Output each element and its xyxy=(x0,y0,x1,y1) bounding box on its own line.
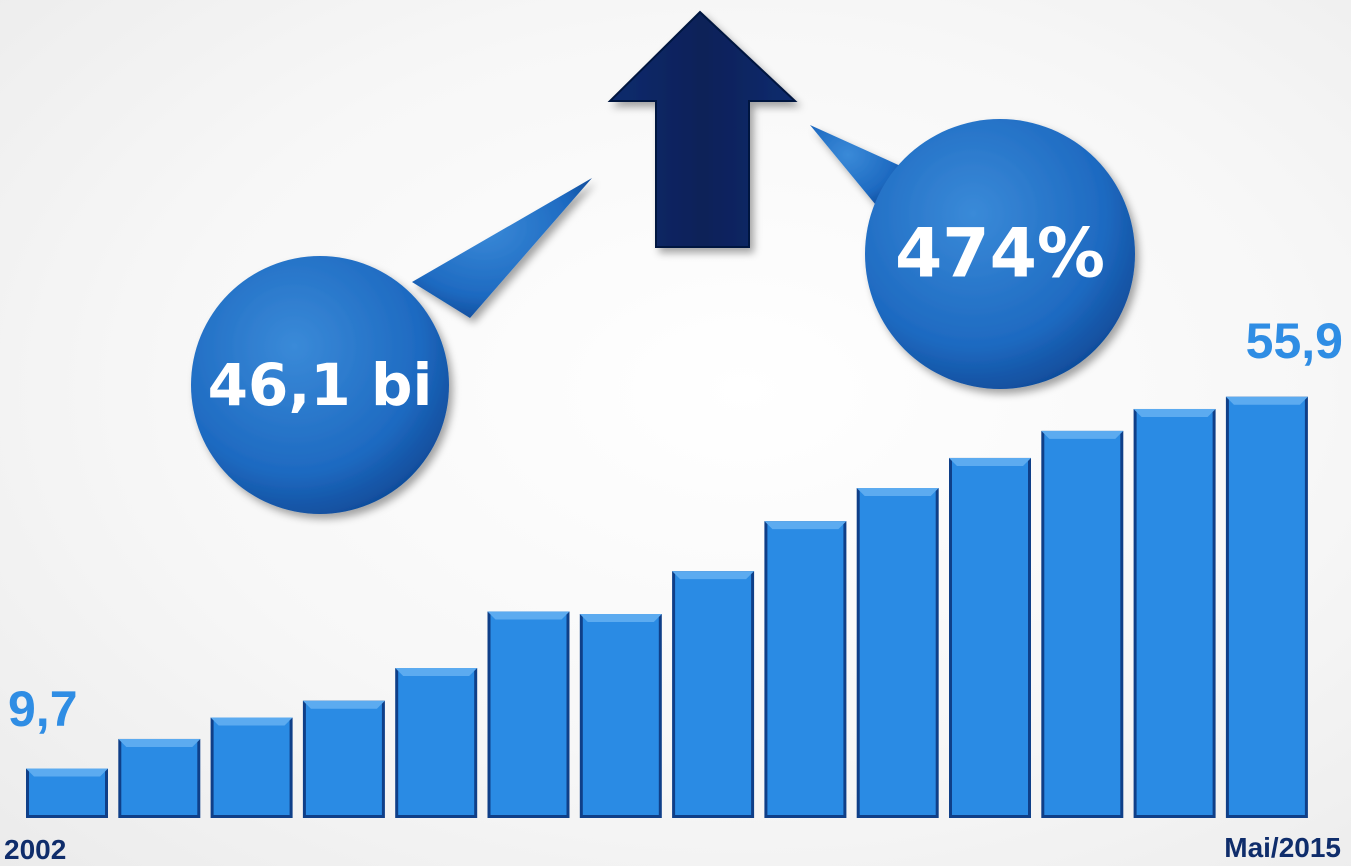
bar-4 xyxy=(395,668,478,818)
value-label-last: 55,9 xyxy=(1245,313,1343,369)
bar-8 xyxy=(764,521,847,818)
bar-1 xyxy=(118,738,201,818)
callout-bubble-total xyxy=(191,178,592,514)
bar-9 xyxy=(856,488,939,818)
bar-6 xyxy=(579,614,662,818)
up-arrow-icon xyxy=(607,10,798,248)
bar-13 xyxy=(1225,396,1308,818)
bar-5 xyxy=(487,611,570,818)
bar-12 xyxy=(1133,408,1216,818)
callout-bubble-growth xyxy=(810,119,1135,389)
bar-11 xyxy=(1041,430,1124,818)
bar-10 xyxy=(949,457,1031,818)
bar-0 xyxy=(26,768,108,818)
callout-growth-text: 474% xyxy=(894,214,1106,294)
bar-7 xyxy=(672,571,755,818)
callout-total-text: 46,1 bi xyxy=(207,351,433,419)
category-label-first: 2002 xyxy=(4,834,67,865)
bars-group xyxy=(26,396,1308,818)
bar-2 xyxy=(210,717,293,818)
bar-3 xyxy=(302,700,385,818)
value-label-first: 9,7 xyxy=(8,681,78,737)
category-label-last: Mai/2015 xyxy=(1224,832,1341,863)
